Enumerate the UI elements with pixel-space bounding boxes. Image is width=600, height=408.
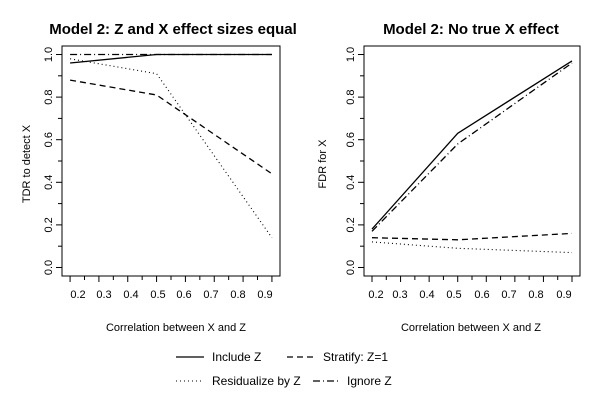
x-tick-label: 0.7 bbox=[501, 289, 516, 301]
series-line-ignore-z bbox=[371, 62, 573, 232]
x-tick-label: 0.3 bbox=[96, 289, 111, 301]
y-tick-label: 0.2 bbox=[345, 217, 357, 232]
y-tick-label: 0.8 bbox=[43, 89, 55, 104]
y-tick-label: 0.0 bbox=[345, 260, 357, 275]
x-tick-label: 0.7 bbox=[203, 289, 218, 301]
x-tick-label: 0.8 bbox=[528, 289, 543, 301]
series-line-include-z bbox=[371, 60, 573, 230]
panel-fdr: Model 2: No true X effect Correlation be… bbox=[317, 21, 581, 334]
x-tick-label: 0.9 bbox=[257, 289, 272, 301]
x-tick-label: 0.2 bbox=[368, 289, 383, 301]
x-tick-label: 0.5 bbox=[446, 289, 461, 301]
legend-label: Ignore Z bbox=[347, 374, 392, 388]
x-tick-label: 0.3 bbox=[392, 289, 407, 301]
legend-label: Stratify: Z=1 bbox=[323, 350, 388, 364]
x-tick-label: 0.6 bbox=[176, 289, 191, 301]
panel-tdr: Model 2: Z and X effect sizes equal Corr… bbox=[21, 21, 297, 334]
plot-frame bbox=[363, 45, 581, 277]
x-tick-label: 0.4 bbox=[123, 289, 138, 301]
x-tick-label: 0.8 bbox=[230, 289, 245, 301]
y-tick-label: 0.6 bbox=[43, 132, 55, 147]
plot-frame bbox=[61, 45, 281, 277]
y-tick-label: 1.0 bbox=[345, 47, 357, 62]
y-tick-label: 1.0 bbox=[43, 47, 55, 62]
y-axis-label: FDR for X bbox=[317, 139, 329, 189]
x-tick-label: 0.2 bbox=[70, 289, 85, 301]
y-tick-label: 0.4 bbox=[43, 175, 55, 190]
x-tick-label: 0.9 bbox=[556, 289, 571, 301]
panel-title: Model 2: Z and X effect sizes equal bbox=[49, 21, 297, 38]
y-tick-label: 0.4 bbox=[345, 175, 357, 190]
legend: Include Z Stratify: Z=1 Residualize by Z… bbox=[176, 350, 392, 388]
x-axis-label: Correlation between X and Z bbox=[401, 322, 541, 334]
x-tick-label: 0.4 bbox=[419, 289, 434, 301]
x-tick-label: 0.6 bbox=[474, 289, 489, 301]
legend-label: Include Z bbox=[212, 350, 261, 364]
legend-label: Residualize by Z bbox=[212, 374, 301, 388]
y-tick-label: 0.2 bbox=[43, 217, 55, 232]
y-axis-label: TDR to detect X bbox=[21, 124, 33, 203]
y-tick-label: 0.6 bbox=[345, 132, 357, 147]
series-line-include-z bbox=[70, 53, 272, 64]
x-tick-label: 0.5 bbox=[150, 289, 165, 301]
series-line-stratify-z-1 bbox=[69, 79, 273, 175]
series-line-residualize-by-z bbox=[371, 241, 573, 254]
y-tick-label: 0.8 bbox=[345, 89, 357, 104]
series-line-stratify-z-1 bbox=[371, 232, 573, 241]
panel-title: Model 2: No true X effect bbox=[383, 21, 559, 38]
y-tick-label: 0.0 bbox=[43, 260, 55, 275]
x-axis-label: Correlation between X and Z bbox=[106, 322, 246, 334]
